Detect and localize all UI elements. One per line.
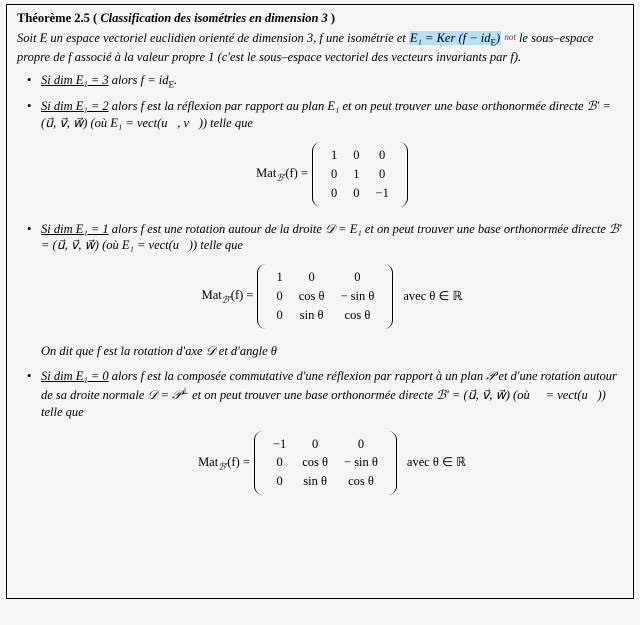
rotation-naming: On dit que f est la rotation d'axe 𝒟 et … xyxy=(41,343,623,360)
case-dim3-cond: Si dim E₁ = 3 xyxy=(41,73,109,87)
intro-a: Soit E un espace vectoriel euclidien ori… xyxy=(17,31,409,45)
case-dim0-cond: Si dim E₁ = 0 xyxy=(41,369,109,383)
heading-prefix: Théorème 2.5 xyxy=(17,11,90,25)
intro-paragraph: Soit E un espace vectoriel euclidien ori… xyxy=(17,30,623,66)
highlighted-def: E₁ = Ker (f − idE) xyxy=(409,31,501,45)
theorem-heading: Théorème 2.5 ( Classification des isomét… xyxy=(17,11,623,26)
case-dim2-cond: Si dim E₁ = 2 xyxy=(41,99,109,113)
matrix-eq-reflection: Matℬ′(f) = 100 010 00−1 xyxy=(41,142,623,207)
heading-title: Classification des isométries en dimensi… xyxy=(100,11,327,25)
matrix-eq-rotation: Matℬ′(f) = 100 0cos θ− sin θ 0sin θcos θ… xyxy=(41,264,623,329)
case-dim3: Si dim E₁ = 3 alors f = idE. xyxy=(41,72,623,91)
theorem-box: Théorème 2.5 ( Classification des isomét… xyxy=(6,4,634,599)
avec-theta-2: avec θ ∈ ℝ xyxy=(407,454,466,471)
avec-theta-1: avec θ ∈ ℝ xyxy=(403,288,462,305)
margin-annotation: not xyxy=(504,32,516,42)
matrix-2: 100 0cos θ− sin θ 0sin θcos θ xyxy=(257,264,393,329)
case-dim0: Si dim E₁ = 0 alors f est la composée co… xyxy=(41,368,623,495)
matrix-eq-antirotation: Matℬ′(f) = −100 0cos θ− sin θ 0sin θcos … xyxy=(41,431,623,496)
case-list: Si dim E₁ = 3 alors f = idE. Si dim E₁ =… xyxy=(17,72,623,496)
case-dim1-cond: Si dim E₁ = 1 xyxy=(41,222,109,236)
matrix-1: 100 010 00−1 xyxy=(312,142,408,207)
case-dim1: Si dim E₁ = 1 alors f est une rotation a… xyxy=(41,221,623,360)
case-dim2: Si dim E₁ = 2 alors f est la réflexion p… xyxy=(41,98,623,206)
matrix-3: −100 0cos θ− sin θ 0sin θcos θ xyxy=(254,431,397,496)
